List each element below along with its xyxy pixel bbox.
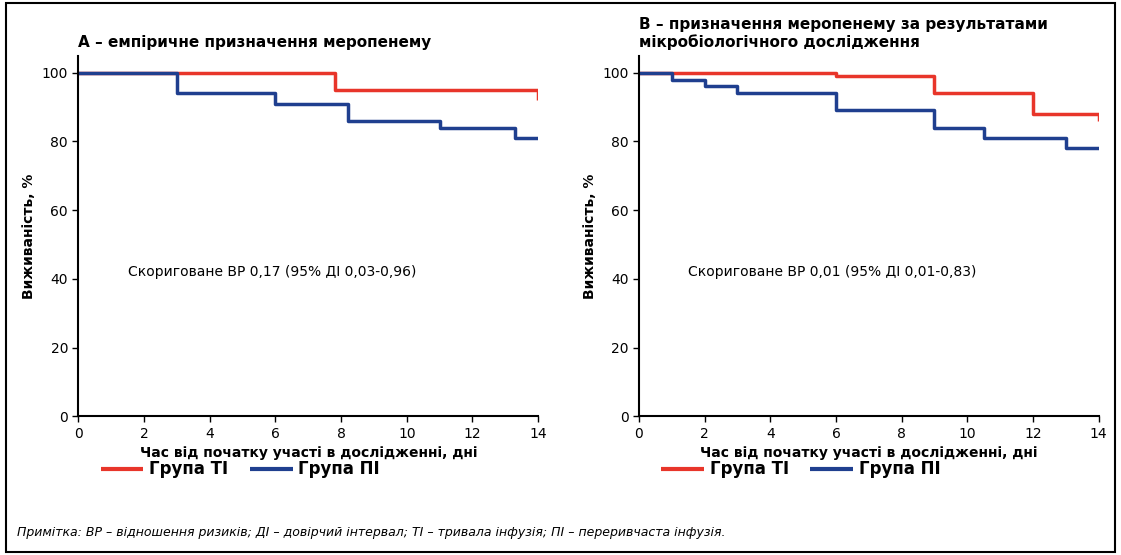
Text: Група ПІ: Група ПІ bbox=[859, 460, 941, 478]
Y-axis label: Виживаність, %: Виживаність, % bbox=[22, 173, 36, 299]
X-axis label: Час від початку участі в дослідженні, дні: Час від початку участі в дослідженні, дн… bbox=[700, 446, 1038, 460]
Text: Скориговане ВР 0,01 (95% ДІ 0,01-0,83): Скориговане ВР 0,01 (95% ДІ 0,01-0,83) bbox=[688, 265, 976, 279]
Text: В – призначення меропенему за результатами
мікробіологічного дослідження: В – призначення меропенему за результата… bbox=[639, 17, 1048, 50]
Text: Примітка: ВР – відношення ризиків; ДІ – довірчий інтервал; ТІ – тривала інфузія;: Примітка: ВР – відношення ризиків; ДІ – … bbox=[17, 526, 725, 539]
Text: Група ТІ: Група ТІ bbox=[710, 460, 789, 478]
Text: Група ТІ: Група ТІ bbox=[149, 460, 229, 478]
Text: А – емпіричне призначення меропенему: А – емпіричне призначення меропенему bbox=[78, 35, 432, 50]
Y-axis label: Виживаність, %: Виживаність, % bbox=[583, 173, 596, 299]
Text: Група ПІ: Група ПІ bbox=[298, 460, 380, 478]
Text: Скориговане ВР 0,17 (95% ДІ 0,03-0,96): Скориговане ВР 0,17 (95% ДІ 0,03-0,96) bbox=[128, 265, 416, 279]
X-axis label: Час від початку участі в дослідженні, дні: Час від початку участі в дослідженні, дн… bbox=[139, 446, 478, 460]
